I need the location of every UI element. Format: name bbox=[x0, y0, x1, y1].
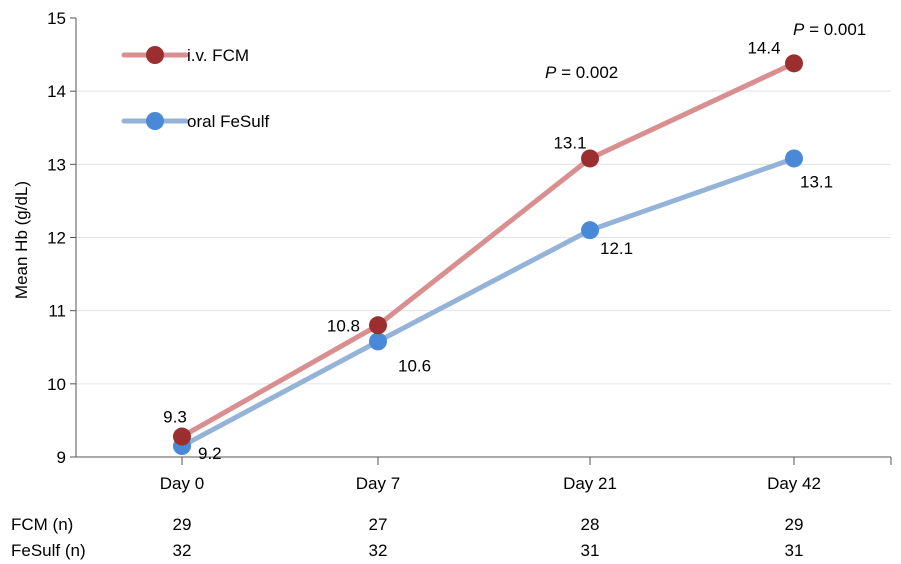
table-cell: 29 bbox=[173, 515, 192, 534]
y-axis-label: Mean Hb (g/dL) bbox=[12, 181, 31, 299]
legend-label: oral FeSulf bbox=[187, 112, 269, 131]
legend-marker bbox=[146, 46, 164, 64]
p-value-annotation: P = 0.002 bbox=[545, 63, 618, 82]
data-label: 12.1 bbox=[600, 239, 633, 258]
x-tick-label: Day 0 bbox=[160, 474, 204, 493]
data-label: 10.6 bbox=[398, 356, 431, 375]
table-cell: 31 bbox=[581, 541, 600, 560]
data-point-fcm bbox=[785, 54, 803, 73]
y-tick-labels: 9 10 11 12 13 14 15 bbox=[47, 9, 76, 467]
table-cell: 29 bbox=[785, 515, 804, 534]
series-lines bbox=[179, 60, 797, 449]
y-tick-label: 9 bbox=[57, 448, 66, 467]
data-label: 9.3 bbox=[163, 408, 187, 427]
p-value-text: = 0.002 bbox=[556, 63, 618, 82]
data-label: 14.4 bbox=[747, 38, 780, 57]
series-line-fesulf bbox=[179, 155, 797, 449]
data-label: 13.1 bbox=[553, 133, 586, 152]
y-tick-label: 10 bbox=[47, 375, 66, 394]
data-label: 13.1 bbox=[800, 172, 833, 191]
p-symbol: P bbox=[545, 63, 557, 82]
table-cell: 31 bbox=[785, 541, 804, 560]
table-cell: 32 bbox=[173, 541, 192, 560]
table-cell: 28 bbox=[581, 515, 600, 534]
p-symbol: P bbox=[793, 20, 805, 39]
data-point-fcm bbox=[581, 149, 599, 168]
y-tick-label: 12 bbox=[47, 229, 66, 248]
p-value-text: = 0.001 bbox=[804, 20, 866, 39]
data-point-fcm bbox=[369, 316, 387, 335]
data-labels: 9.3 10.8 13.1 14.4 9.2 10.6 12.1 13.1 bbox=[163, 38, 833, 463]
legend-marker bbox=[146, 112, 164, 130]
x-tick-label: Day 7 bbox=[356, 474, 400, 493]
y-tick-label: 11 bbox=[48, 302, 66, 321]
y-tick-label: 13 bbox=[47, 155, 66, 174]
data-point-fesulf bbox=[785, 149, 803, 168]
p-value-annotation: P = 0.001 bbox=[793, 20, 866, 39]
table-cell: 32 bbox=[369, 541, 388, 560]
x-tick-label: Day 42 bbox=[767, 474, 821, 493]
x-tick-label: Day 21 bbox=[563, 474, 617, 493]
data-point-fesulf bbox=[581, 221, 599, 240]
x-tick-labels: Day 0 Day 7 Day 21 Day 42 bbox=[160, 457, 821, 493]
table-row-label: FCM (n) bbox=[11, 515, 73, 534]
data-point-fesulf bbox=[369, 332, 387, 351]
series-points bbox=[173, 54, 803, 456]
y-tick-label: 14 bbox=[47, 82, 66, 101]
data-label: 10.8 bbox=[327, 316, 360, 335]
table-cell: 27 bbox=[369, 515, 388, 534]
legend-label: i.v. FCM bbox=[187, 46, 249, 65]
data-label: 9.2 bbox=[198, 444, 222, 463]
y-tick-label: 15 bbox=[47, 9, 66, 28]
data-point-fcm bbox=[173, 427, 191, 446]
legend: i.v. FCM oral FeSulf bbox=[121, 46, 269, 131]
series-line-fcm bbox=[179, 60, 797, 440]
grid-lines bbox=[76, 90, 891, 385]
sample-size-table: FCM (n) 29 27 28 29 FeSulf (n) 32 32 31 31 bbox=[11, 515, 803, 560]
table-row-label: FeSulf (n) bbox=[11, 541, 86, 560]
